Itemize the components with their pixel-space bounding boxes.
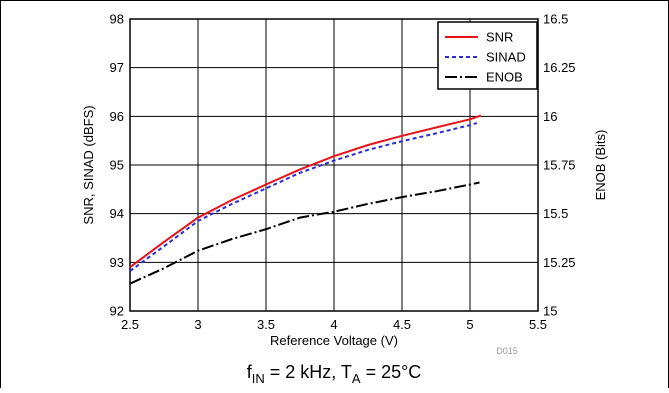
caption-end: = 25°C bbox=[361, 362, 422, 382]
caption-t-subscript: A bbox=[352, 371, 361, 386]
y-axis-label: SNR, SINAD (dBFS) bbox=[81, 105, 96, 224]
y-tick-label: 97 bbox=[110, 60, 124, 75]
figure-id: D015 bbox=[496, 346, 518, 356]
y2-tick-label: 16.25 bbox=[543, 60, 576, 75]
y2-tick-label: 15 bbox=[543, 304, 557, 319]
y-tick-label: 92 bbox=[110, 304, 124, 319]
series-line-sinad bbox=[129, 122, 478, 272]
caption-f: f bbox=[247, 362, 253, 382]
y2-tick-labels: 15 15.25 15.5 15.75 16 16.25 16.5 bbox=[543, 12, 576, 319]
series-line-snr bbox=[129, 114, 482, 269]
x-tick-label: 4 bbox=[330, 317, 337, 332]
y2-tick-label: 15.5 bbox=[543, 206, 568, 221]
y-tick-label: 98 bbox=[110, 12, 124, 27]
y-tick-label: 94 bbox=[110, 206, 124, 221]
x-tick-label: 3 bbox=[194, 317, 201, 332]
series-line-enob bbox=[129, 181, 480, 285]
y-tick-label: 93 bbox=[110, 255, 124, 270]
y2-tick-label: 16 bbox=[543, 109, 557, 124]
y-tick-labels: 92 93 94 95 96 97 98 bbox=[110, 12, 124, 319]
caption: fIN = 2 kHz, TA = 25°C bbox=[247, 362, 422, 386]
y2-tick-label: 16.5 bbox=[543, 12, 568, 27]
y2-tick-label: 15.25 bbox=[543, 255, 576, 270]
legend-label-enob: ENOB bbox=[486, 70, 523, 85]
legend: SNR SINAD ENOB bbox=[437, 21, 538, 90]
x-tick-label: 4.5 bbox=[393, 317, 411, 332]
x-tick-label: 2.5 bbox=[121, 317, 139, 332]
x-tick-label: 3.5 bbox=[257, 317, 275, 332]
x-tick-label: 5.5 bbox=[529, 317, 547, 332]
caption-f-subscript: IN bbox=[252, 371, 265, 386]
y-tick-label: 95 bbox=[110, 158, 124, 173]
x-tick-label: 5 bbox=[466, 317, 473, 332]
y-tick-label: 96 bbox=[110, 109, 124, 124]
y2-tick-label: 15.75 bbox=[543, 158, 576, 173]
legend-label-snr: SNR bbox=[486, 30, 513, 45]
legend-box bbox=[437, 21, 538, 90]
x-axis-label: Reference Voltage (V) bbox=[270, 333, 398, 348]
x-tick-labels: 2.5 3 3.5 4 4.5 5 5.5 bbox=[121, 317, 547, 332]
caption-mid: = 2 kHz, T bbox=[265, 362, 352, 382]
series-lines bbox=[129, 114, 482, 285]
plot-area-border bbox=[129, 18, 539, 312]
legend-label-sinad: SINAD bbox=[486, 50, 526, 65]
y2-axis-label: ENOB (Bits) bbox=[593, 130, 608, 201]
